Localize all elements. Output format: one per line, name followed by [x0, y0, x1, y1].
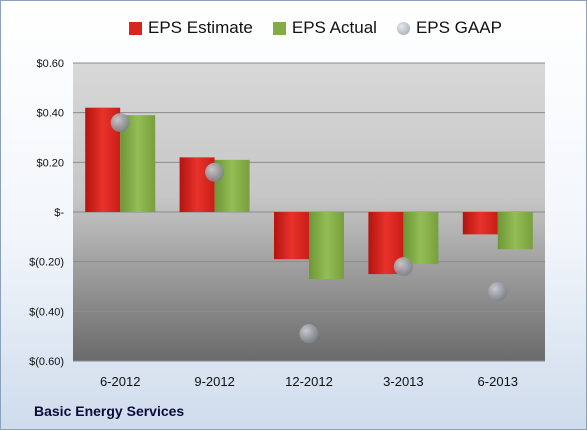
- x-tick-label: 6-2012: [100, 374, 140, 389]
- y-tick-label: $0.60: [36, 58, 64, 70]
- bar-eps-actual: [309, 212, 344, 280]
- legend-item-gaap: EPS GAAP: [396, 18, 502, 38]
- point-eps-gaap: [488, 281, 508, 301]
- y-tick-label: $-: [54, 207, 64, 219]
- legend: EPS Estimate EPS Actual EPS GAAP: [129, 18, 522, 38]
- bar-eps-actual: [120, 115, 156, 212]
- company-name: Basic Energy Services: [34, 403, 185, 419]
- y-tick-label: $(0.60): [29, 356, 64, 368]
- legend-label-estimate: EPS Estimate: [148, 18, 253, 37]
- x-tick-label: 12-2012: [285, 374, 333, 389]
- y-tick-label: $(0.20): [29, 257, 64, 269]
- legend-label-gaap: EPS GAAP: [415, 18, 502, 37]
- y-tick-label: $0.20: [36, 157, 64, 169]
- legend-swatch-actual: [272, 21, 286, 35]
- x-tick-label: 6-2013: [478, 374, 518, 389]
- point-eps-gaap: [205, 162, 225, 182]
- y-tick-label: $0.40: [36, 108, 64, 120]
- legend-item-estimate: EPS Estimate: [129, 18, 253, 38]
- point-eps-gaap: [299, 324, 319, 344]
- legend-swatch-gaap: [396, 21, 410, 35]
- bar-eps-estimate: [462, 212, 498, 235]
- bar-eps-estimate: [274, 212, 309, 260]
- legend-swatch-estimate: [129, 21, 142, 35]
- y-tick-label: $(0.40): [29, 306, 64, 318]
- legend-label-actual: EPS Actual: [291, 18, 377, 37]
- bar-eps-actual: [403, 212, 439, 265]
- point-eps-gaap: [393, 257, 413, 277]
- point-eps-gaap: [110, 113, 130, 133]
- bar-eps-actual: [497, 212, 533, 250]
- legend-item-actual: EPS Actual: [272, 18, 377, 38]
- x-tick-label: 3-2013: [383, 374, 423, 389]
- x-tick-label: 9-2012: [194, 374, 234, 389]
